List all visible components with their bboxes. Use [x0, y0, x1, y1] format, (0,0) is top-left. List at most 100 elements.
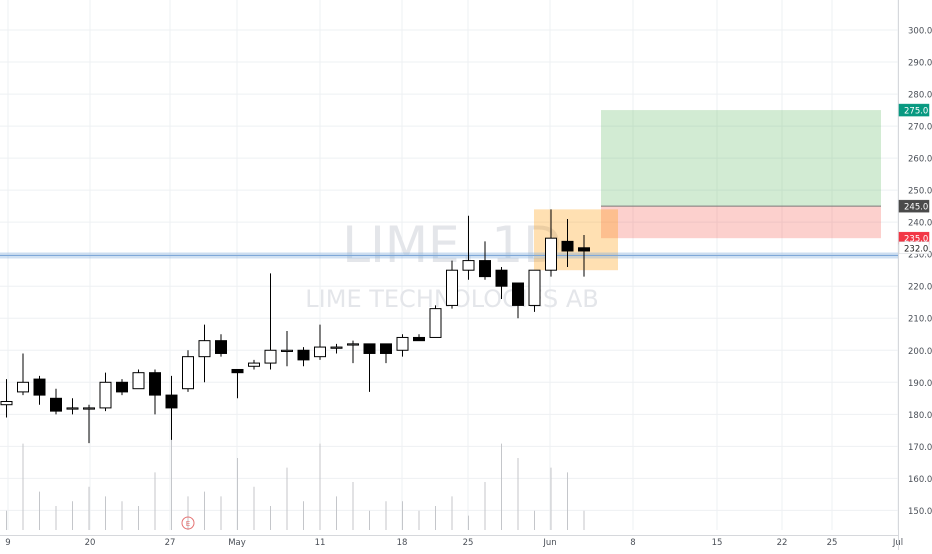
event-label: E: [186, 520, 190, 528]
candle: [545, 209, 557, 277]
volume-layer: E: [6, 434, 585, 530]
x-tick-label: 15: [712, 538, 723, 548]
x-tick-label: 27: [165, 538, 176, 548]
candle-body-up: [248, 362, 260, 367]
y-tick-label: 300.0: [908, 27, 932, 37]
candle: [462, 215, 475, 280]
candle: [429, 305, 442, 338]
y-tick-label: 220.0: [908, 283, 932, 293]
candle-body-down: [33, 378, 46, 396]
candle-body-down: [363, 343, 376, 354]
candle-body-up: [330, 346, 343, 349]
price-badge-bg: [898, 199, 930, 213]
candle-body-down: [380, 343, 392, 354]
candle-body-down: [165, 394, 178, 409]
y-tick-label: 150.0: [908, 507, 932, 517]
candle: [297, 347, 310, 367]
price-badge-label: 232.0: [904, 244, 928, 254]
candle-body-up: [396, 336, 409, 351]
candle: [512, 282, 524, 319]
x-tick-label: 22: [777, 538, 788, 548]
price-badge: 235.0: [898, 231, 930, 245]
candle: [17, 353, 29, 396]
candle-body-down: [578, 247, 590, 252]
candle: [99, 372, 112, 412]
candle-body-up: [83, 407, 95, 410]
y-tick-label: 280.0: [908, 91, 932, 101]
price-badge-bg: [898, 103, 930, 117]
stop-loss-zone[interactable]: [601, 206, 881, 239]
candle: [50, 388, 62, 415]
candle: [396, 334, 409, 357]
candle: [165, 375, 178, 440]
x-tick-label: 11: [315, 538, 326, 548]
x-tick-label: 25: [827, 538, 838, 548]
candle-layer: [0, 209, 590, 444]
candle-body-down: [413, 336, 425, 342]
candle: [495, 267, 508, 300]
candle: [413, 334, 425, 342]
candle: [33, 375, 46, 405]
price-badge-bg: [898, 241, 930, 255]
zone-layer[interactable]: [534, 110, 881, 271]
candle-body-down: [561, 240, 574, 252]
y-tick-label: 180.0: [908, 411, 932, 421]
candle: [132, 369, 145, 390]
candle-body-up: [99, 381, 112, 409]
price-badge-label: 275.0: [904, 107, 928, 117]
candle-body-up: [462, 260, 475, 271]
candle: [446, 260, 458, 309]
y-tick-label: 210.0: [908, 315, 932, 325]
candle-body-up: [264, 349, 277, 364]
x-tick-label: Jun: [542, 538, 556, 548]
candle: [264, 273, 277, 370]
candle-body-up: [347, 343, 359, 346]
candle-body-up: [314, 346, 326, 358]
candle-body-down: [495, 269, 508, 287]
profit-target-zone[interactable]: [601, 110, 881, 207]
candle: [248, 359, 260, 370]
y-tick-label: 160.0: [908, 475, 932, 485]
candle-body-down: [231, 368, 244, 374]
candle-body-up: [132, 372, 145, 390]
candle: [347, 340, 359, 364]
candle: [116, 379, 128, 396]
candle: [149, 369, 161, 415]
candle: [215, 334, 227, 357]
y-tick-label: 200.0: [908, 347, 932, 357]
price-badge-label: 245.0: [904, 203, 928, 213]
candle: [281, 331, 293, 367]
x-tick-label: 18: [397, 538, 408, 548]
candle-body-down: [297, 349, 310, 361]
y-tick-label: 250.0: [908, 187, 932, 197]
candle-body-down: [215, 340, 227, 354]
y-tick-label: 170.0: [908, 443, 932, 453]
candle-body-down: [149, 372, 161, 396]
x-tick-label: 20: [85, 538, 96, 548]
candle-body-up: [281, 349, 293, 352]
candle: [479, 241, 491, 280]
hline-layer[interactable]: [0, 252, 898, 259]
candle: [66, 398, 79, 415]
y-tick-label: 240.0: [908, 219, 932, 229]
candle-body-up: [528, 269, 541, 306]
price-badge: 275.0: [898, 103, 930, 117]
event-circle: [181, 516, 195, 530]
grid-layer: [0, 0, 899, 530]
candle: [0, 379, 13, 418]
price-badge: 245.0: [898, 199, 930, 213]
candle: [231, 368, 244, 399]
x-tick-label: 9: [5, 538, 10, 548]
candle: [182, 350, 194, 392]
candle: [330, 343, 343, 354]
candle-body-up: [0, 401, 13, 406]
candle-body-up: [545, 237, 557, 271]
earnings-event-marker[interactable]: E: [181, 516, 195, 530]
candle: [380, 343, 392, 364]
x-tick-label: May: [228, 538, 246, 548]
candle-body-down: [512, 282, 524, 306]
candle-body-up: [429, 308, 442, 338]
